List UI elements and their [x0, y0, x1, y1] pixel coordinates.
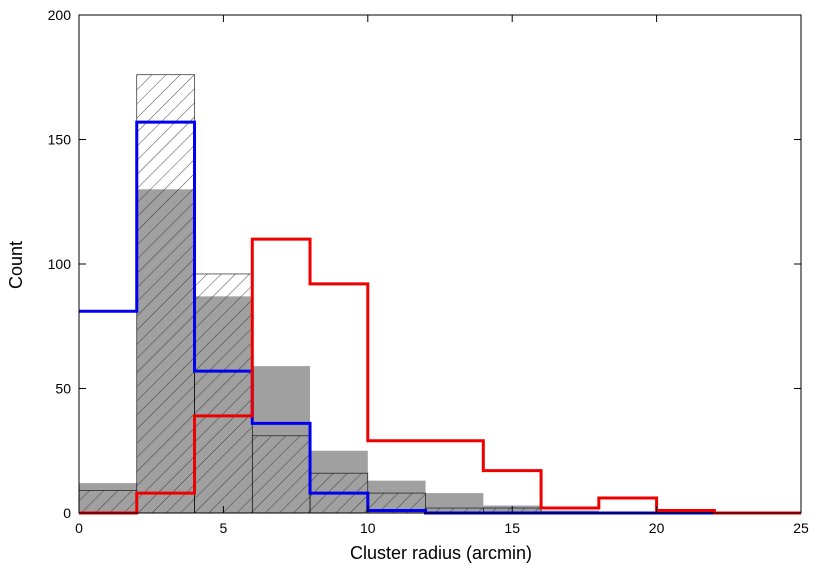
plot-area [78, 74, 801, 515]
y-tick-label-3: 150 [48, 132, 72, 148]
x-tick-label-3: 15 [504, 520, 520, 536]
x-tick-label-0: 0 [75, 520, 83, 536]
y-tick-label-0: 0 [63, 505, 71, 521]
hatched-bar-1 [136, 74, 195, 514]
y-tick-label-1: 50 [55, 381, 71, 397]
red-step-line [79, 237, 801, 515]
x-tick-label-5: 25 [793, 520, 809, 536]
x-tick-label-1: 5 [220, 520, 228, 536]
hatched-bar-0 [78, 490, 138, 514]
x-axis-title: Cluster radius (arcmin) [350, 543, 532, 563]
hatched-bar-2 [194, 273, 253, 514]
y-tick-label-2: 100 [48, 256, 72, 272]
axes: 0 5 10 15 20 25 0 50 100 150 200 [48, 7, 809, 536]
y-axis-title: Count [6, 241, 26, 289]
hatched-bar-3 [251, 435, 311, 514]
y-tick-label-4: 200 [48, 7, 72, 23]
x-tick-label-4: 20 [649, 520, 665, 536]
x-tick-label-2: 10 [360, 520, 376, 536]
